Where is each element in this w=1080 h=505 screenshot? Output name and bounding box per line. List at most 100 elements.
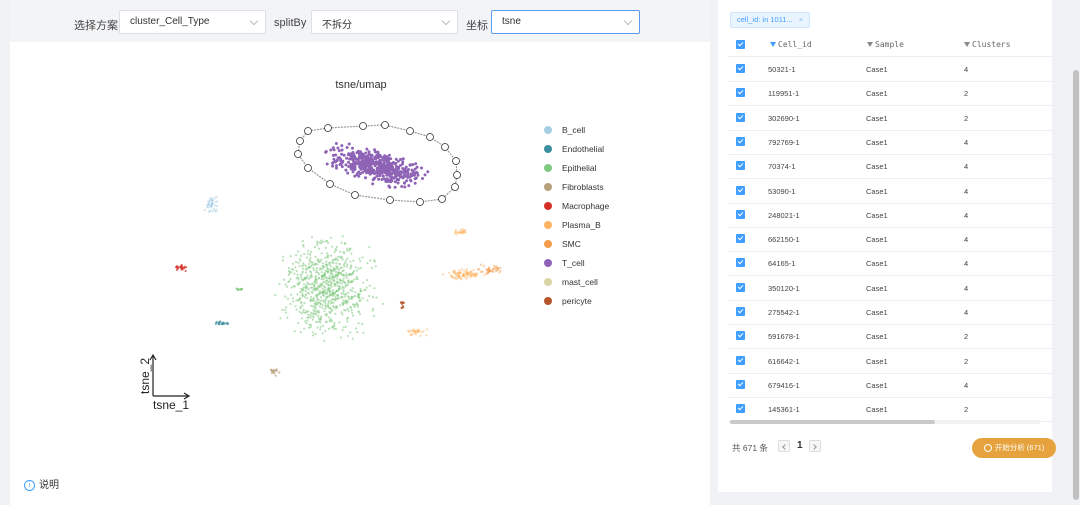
splitby-select[interactable]: 不拆分 bbox=[311, 10, 458, 34]
select-all-checkbox[interactable] bbox=[736, 40, 745, 49]
legend-label: Epithelial bbox=[562, 163, 597, 173]
table-row[interactable]: 350120-1 Case1 4 bbox=[728, 276, 1054, 301]
prev-page-button[interactable] bbox=[778, 440, 790, 452]
total-count: 共 671 条 bbox=[732, 443, 768, 453]
lasso-selection[interactable] bbox=[294, 121, 461, 206]
lasso-handle[interactable] bbox=[426, 133, 434, 141]
lasso-handle[interactable] bbox=[294, 150, 302, 158]
row-checkbox[interactable] bbox=[736, 136, 745, 146]
vertical-scrollbar[interactable] bbox=[1073, 70, 1079, 500]
coord-select[interactable]: tsne bbox=[491, 10, 640, 34]
legend-swatch bbox=[544, 126, 552, 134]
cell-sample: Case1 bbox=[866, 356, 888, 366]
cell-id: 275542-1 bbox=[768, 308, 800, 317]
table-row[interactable]: 70374-1 Case1 4 bbox=[728, 154, 1054, 180]
horizontal-scrollbar[interactable] bbox=[730, 420, 1040, 424]
plot-title: tsne/umap bbox=[335, 79, 386, 91]
help-link[interactable]: i 说明 bbox=[24, 476, 59, 491]
lasso-handle[interactable] bbox=[386, 196, 394, 204]
filter-tag[interactable]: cell_id: in 1011... × bbox=[730, 12, 811, 28]
table-row[interactable]: 64165-1 Case1 4 bbox=[728, 251, 1054, 277]
row-checkbox[interactable] bbox=[736, 379, 745, 389]
row-checkbox[interactable] bbox=[736, 234, 745, 244]
lasso-handle[interactable] bbox=[453, 171, 461, 179]
cell-id: 248021-1 bbox=[768, 210, 800, 220]
cell-sample: Case1 bbox=[866, 65, 888, 74]
cell-sample: Case1 bbox=[866, 259, 888, 269]
table-header: Cell_id Sample Clusters bbox=[728, 34, 1054, 57]
row-checkbox[interactable] bbox=[736, 112, 745, 122]
cell-cluster: 4 bbox=[964, 259, 969, 269]
table-row[interactable]: 679416-1 Case1 4 bbox=[728, 373, 1054, 398]
cell-sample: Case1 bbox=[866, 137, 888, 147]
row-checkbox[interactable] bbox=[736, 209, 745, 219]
lasso-handle[interactable] bbox=[416, 198, 424, 206]
table-row[interactable]: 616642-1 Case1 2 bbox=[728, 349, 1054, 374]
column-header-sample[interactable]: Sample bbox=[867, 40, 904, 49]
table-row[interactable]: 302690-1 Case1 2 bbox=[728, 106, 1054, 131]
lasso-handle[interactable] bbox=[451, 183, 459, 191]
cell-cluster: 4 bbox=[964, 186, 969, 196]
scheme-label: 选择方案 bbox=[74, 20, 118, 32]
lasso-handle[interactable] bbox=[326, 180, 334, 188]
close-icon[interactable]: × bbox=[798, 15, 804, 24]
chevron-down-icon bbox=[441, 16, 451, 26]
table-row[interactable]: 792769-1 Case1 4 bbox=[728, 130, 1054, 155]
row-checkbox[interactable] bbox=[736, 64, 745, 73]
table-row[interactable]: 119951-1 Case1 2 bbox=[728, 81, 1054, 107]
row-checkbox[interactable] bbox=[736, 404, 745, 414]
column-header-clusters[interactable]: Clusters bbox=[964, 40, 1011, 49]
row-checkbox[interactable] bbox=[736, 185, 745, 195]
start-analysis-button[interactable]: 开始分析 (671) bbox=[972, 438, 1056, 458]
chevron-down-icon bbox=[623, 16, 633, 26]
cell-sample: Case1 bbox=[866, 162, 888, 172]
lasso-handle[interactable] bbox=[304, 127, 312, 135]
scatter-points bbox=[175, 142, 502, 377]
lasso-handle[interactable] bbox=[438, 195, 446, 203]
lasso-handle[interactable] bbox=[296, 137, 304, 145]
row-checkbox[interactable] bbox=[736, 161, 745, 171]
cell-cluster: 2 bbox=[964, 405, 969, 415]
table-row[interactable]: 248021-1 Case1 4 bbox=[728, 203, 1054, 228]
table-row[interactable]: 275542-1 Case1 4 bbox=[728, 300, 1054, 325]
cell-sample: Case1 bbox=[866, 235, 888, 245]
table-row[interactable]: 591678-1 Case1 2 bbox=[728, 324, 1054, 350]
lasso-handle[interactable] bbox=[359, 122, 367, 130]
row-checkbox[interactable] bbox=[736, 258, 745, 268]
lasso-handle[interactable] bbox=[324, 124, 332, 132]
table-row[interactable]: 50321-1 Case1 4 bbox=[728, 57, 1054, 82]
legend-label: Fibroblasts bbox=[562, 182, 604, 192]
filter-icon[interactable] bbox=[964, 42, 970, 47]
lasso-handle[interactable] bbox=[304, 164, 312, 172]
splitby-label: splitBy bbox=[274, 17, 307, 29]
cell-cluster: 2 bbox=[964, 356, 969, 366]
lasso-handle[interactable] bbox=[406, 127, 414, 135]
row-checkbox[interactable] bbox=[736, 331, 745, 341]
cell-cluster: 4 bbox=[964, 235, 969, 245]
lasso-handle[interactable] bbox=[452, 157, 460, 165]
legend-swatch bbox=[544, 259, 552, 267]
cell-sample: Case1 bbox=[866, 113, 888, 123]
filter-icon[interactable] bbox=[770, 42, 776, 47]
lasso-handle[interactable] bbox=[381, 121, 389, 129]
next-page-button[interactable] bbox=[809, 440, 821, 452]
lasso-handle[interactable] bbox=[441, 143, 449, 151]
table-row[interactable]: 53090-1 Case1 4 bbox=[728, 179, 1054, 204]
lasso-handle[interactable] bbox=[351, 191, 359, 199]
scheme-select[interactable]: cluster_Cell_Type bbox=[119, 10, 266, 34]
table-row[interactable]: 145361-1 Case1 2 bbox=[728, 397, 1054, 423]
row-checkbox[interactable] bbox=[736, 307, 745, 316]
filter-tag-label: cell_id: in 1011... bbox=[737, 15, 793, 24]
legend-label: B_cell bbox=[562, 125, 585, 135]
scrollbar-thumb[interactable] bbox=[730, 420, 935, 424]
row-checkbox[interactable] bbox=[736, 282, 745, 292]
table-row[interactable]: 662150-1 Case1 4 bbox=[728, 227, 1054, 253]
row-checkbox[interactable] bbox=[736, 88, 745, 98]
column-header-cell-id[interactable]: Cell_id bbox=[770, 40, 812, 49]
current-page[interactable]: 1 bbox=[797, 440, 803, 451]
row-checkbox[interactable] bbox=[736, 355, 745, 365]
cell-id: 350120-1 bbox=[768, 283, 800, 293]
filter-icon[interactable] bbox=[867, 42, 873, 47]
tsne-scatter-plot[interactable]: tsne/umap B_cell Endothelial Epithelial Fib… bbox=[10, 42, 710, 462]
cell-cluster: 4 bbox=[964, 380, 969, 390]
